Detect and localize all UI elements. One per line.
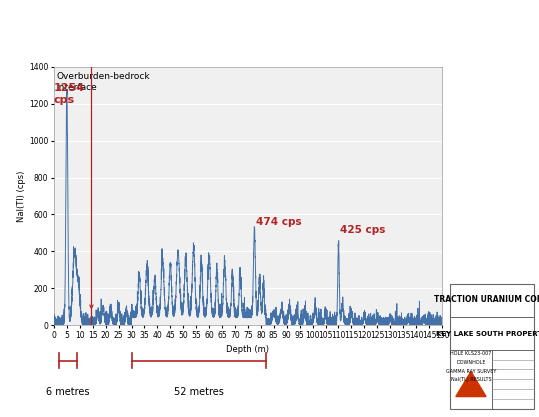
- Text: TRACTION URANIUM CORP.: TRACTION URANIUM CORP.: [434, 295, 539, 304]
- Text: KEY LAKE SOUTH PROPERTY: KEY LAKE SOUTH PROPERTY: [436, 331, 539, 337]
- Text: DOWNHOLE: DOWNHOLE: [456, 360, 486, 365]
- Text: Overburden-bedrock
interface: Overburden-bedrock interface: [57, 72, 150, 92]
- Text: 425 cps: 425 cps: [340, 225, 385, 235]
- Text: NaI(TL) RESULTS: NaI(TL) RESULTS: [451, 377, 491, 382]
- Text: 1254
cps: 1254 cps: [54, 83, 85, 105]
- Y-axis label: NaI(Tl) (cps): NaI(Tl) (cps): [17, 170, 26, 222]
- Text: HOLE KLS23-007: HOLE KLS23-007: [450, 351, 492, 356]
- Text: 6 metres: 6 metres: [46, 387, 90, 397]
- Text: 52 metres: 52 metres: [174, 387, 224, 397]
- X-axis label: Depth (m): Depth (m): [226, 345, 270, 354]
- Text: GAMMA RAY SURVEY: GAMMA RAY SURVEY: [446, 369, 496, 374]
- Text: 474 cps: 474 cps: [255, 217, 301, 227]
